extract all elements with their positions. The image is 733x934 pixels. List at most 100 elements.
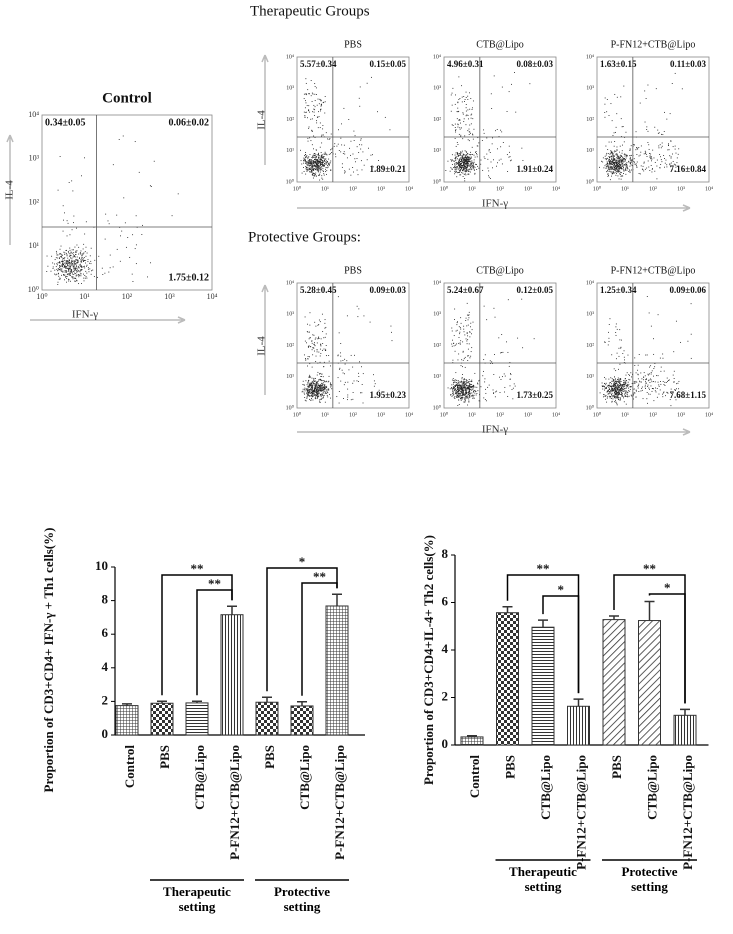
event-dot — [91, 270, 92, 272]
event-dot — [322, 349, 323, 351]
event-dot — [311, 101, 313, 103]
event-dot — [470, 383, 472, 385]
event-dot — [322, 380, 324, 381]
event-dot — [463, 381, 465, 383]
event-dot — [46, 255, 48, 257]
event-dot — [616, 381, 618, 383]
event-dot — [626, 166, 628, 168]
event-dot — [80, 258, 82, 260]
event-dot — [468, 386, 470, 388]
event-dot — [308, 385, 310, 387]
event-dot — [452, 394, 454, 396]
event-dot — [619, 382, 620, 384]
event-dot — [67, 250, 69, 252]
event-dot — [322, 397, 324, 399]
event-dot — [325, 391, 327, 393]
event-dot — [59, 266, 61, 268]
event-dot — [465, 170, 467, 172]
event-dot — [468, 343, 470, 345]
event-dot — [649, 382, 651, 384]
event-dot — [609, 396, 611, 397]
event-dot — [650, 365, 652, 367]
event-dot — [605, 159, 607, 161]
event-dot — [620, 378, 622, 380]
bar — [531, 626, 555, 746]
event-dot — [318, 111, 320, 113]
event-dot — [310, 167, 312, 169]
event-dot — [324, 160, 325, 161]
event-dot — [54, 273, 56, 275]
event-dot — [483, 132, 485, 134]
event-dot — [322, 162, 323, 164]
event-dot — [315, 386, 317, 388]
event-dot — [456, 163, 458, 165]
event-dot — [624, 390, 626, 392]
significance-bracket — [542, 595, 580, 694]
event-dot — [312, 155, 313, 157]
event-dot — [464, 397, 466, 399]
event-dot — [462, 359, 464, 361]
event-dot — [619, 379, 621, 381]
event-dot — [618, 391, 620, 393]
event-dot — [326, 385, 328, 387]
event-dot — [307, 162, 309, 164]
event-dot — [457, 395, 459, 397]
event-dot — [310, 388, 312, 390]
event-dot — [459, 327, 461, 329]
event-dot — [472, 395, 474, 397]
event-dot — [59, 261, 60, 263]
y-tick-label: 10⁰ — [433, 404, 442, 411]
event-dot — [512, 387, 514, 389]
event-dot — [494, 354, 495, 356]
event-dot — [314, 109, 316, 111]
event-dot — [455, 94, 456, 96]
event-dot — [309, 388, 311, 390]
event-dot — [619, 399, 621, 401]
event-dot — [459, 174, 461, 176]
event-dot — [68, 274, 70, 276]
event-dot — [615, 370, 617, 372]
event-dot — [313, 135, 315, 137]
event-dot — [84, 157, 85, 159]
event-dot — [362, 373, 364, 375]
event-dot — [311, 391, 313, 393]
event-dot — [459, 170, 461, 172]
event-dot — [78, 246, 80, 248]
event-dot — [303, 160, 305, 162]
event-dot — [97, 276, 98, 278]
event-dot — [615, 172, 617, 174]
event-dot — [90, 247, 92, 249]
event-dot — [643, 170, 645, 172]
event-dot — [321, 384, 323, 386]
event-dot — [330, 169, 332, 171]
event-dot — [313, 350, 315, 352]
event-dot — [116, 214, 118, 216]
event-dot — [671, 169, 673, 171]
event-dot — [70, 266, 71, 268]
event-dot — [311, 164, 313, 166]
event-dot — [147, 276, 148, 278]
event-dot — [616, 154, 618, 156]
event-dot — [83, 243, 85, 245]
event-dot — [470, 123, 472, 125]
event-dot — [470, 386, 472, 388]
event-dot — [456, 390, 458, 392]
event-dot — [608, 331, 609, 333]
event-dot — [457, 102, 459, 104]
event-dot — [315, 395, 317, 397]
event-dot — [321, 397, 323, 399]
event-dot — [455, 388, 457, 390]
event-dot — [660, 381, 661, 383]
event-dot — [473, 161, 475, 163]
event-dot — [312, 395, 314, 397]
event-dot — [471, 392, 473, 394]
error-bar — [467, 734, 477, 737]
event-dot — [467, 387, 469, 388]
event-dot — [651, 160, 652, 162]
event-dot — [314, 157, 316, 159]
event-dot — [500, 158, 502, 160]
event-dot — [81, 283, 82, 284]
significance-label: ** — [537, 561, 550, 576]
x-tick-label: 10¹ — [468, 186, 476, 192]
event-dot — [327, 138, 329, 140]
